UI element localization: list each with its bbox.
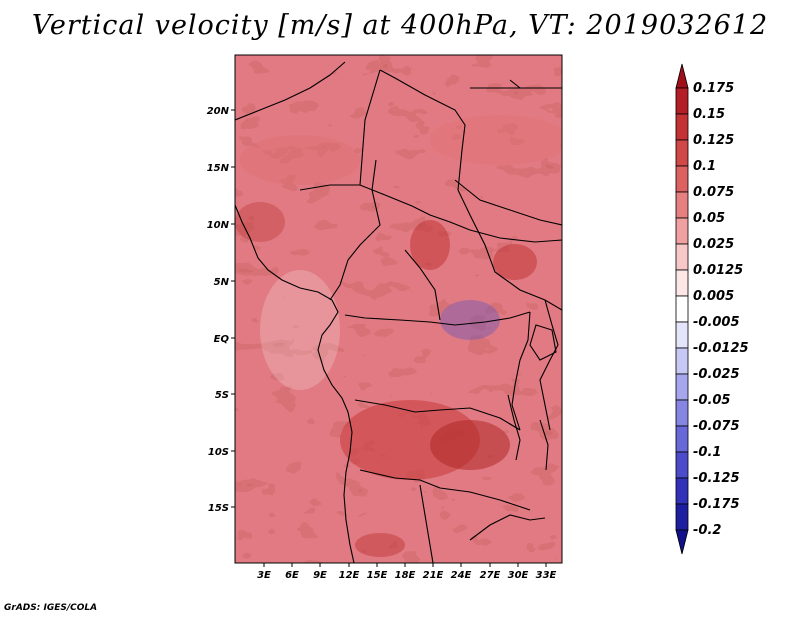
colorbar-label: 0.175 <box>693 81 734 96</box>
chart-title: Vertical velocity [m/s] at 400hPa, VT: 2… <box>31 10 769 41</box>
colorbar-label: -0.1 <box>693 445 721 460</box>
lon-label: 30E <box>508 570 529 581</box>
colorbar-cell <box>675 295 689 323</box>
colorbar-cell <box>675 165 689 193</box>
lat-label: EQ <box>214 334 230 345</box>
longitude-axis: 3E 6E 9E 12E 15E 18E 21E 24E 27E 30E 33E <box>257 563 557 581</box>
colorbar-label: 0.05 <box>693 211 725 226</box>
colorbar-cell <box>675 425 689 453</box>
lon-label: 21E <box>423 570 444 581</box>
colorbar-label: 0.075 <box>693 185 734 200</box>
lat-label: 10S <box>208 447 229 458</box>
lon-label: 12E <box>339 570 360 581</box>
colorbar-label: -0.2 <box>693 523 721 538</box>
colorbar-label: -0.05 <box>693 393 730 408</box>
colorbar-label: 0.0125 <box>693 263 743 278</box>
colorbar-label: -0.125 <box>693 471 740 486</box>
colorbar-label: -0.0125 <box>693 341 749 356</box>
colorbar-label: -0.075 <box>693 419 740 434</box>
colorbar-cell <box>675 269 689 297</box>
lon-label: 24E <box>451 570 472 581</box>
colorbar-cell <box>675 87 689 115</box>
colorbar-cell <box>675 217 689 245</box>
colorbar-label: 0.1 <box>693 159 716 174</box>
colorbar-cell <box>675 503 689 531</box>
lat-label: 15S <box>208 503 229 514</box>
colorbar-label: 0.005 <box>693 289 734 304</box>
map-frame <box>234 54 563 564</box>
lon-label: 15E <box>367 570 388 581</box>
colorbar-cell <box>675 113 689 141</box>
lon-label: 27E <box>480 570 501 581</box>
lat-label: 5S <box>215 390 229 401</box>
colorbar-cell <box>675 373 689 401</box>
lon-label: 18E <box>395 570 416 581</box>
colorbar-label: -0.025 <box>693 367 740 382</box>
colorbar-cell <box>675 399 689 427</box>
colorbar-cell <box>675 321 689 349</box>
coastlines <box>235 61 562 563</box>
colorbar-cell <box>675 243 689 271</box>
lon-label: 9E <box>313 570 327 581</box>
colorbar <box>675 63 689 555</box>
colorbar-label: -0.005 <box>693 315 740 330</box>
colorbar-cell <box>675 347 689 375</box>
colorbar-labels: 0.175 0.15 0.125 0.1 0.075 0.05 0.025 0.… <box>693 81 749 538</box>
colorbar-cell <box>675 477 689 505</box>
latitude-axis: 20N 15N 10N 5N EQ 5S 10S 15S <box>207 106 235 514</box>
lat-label: 15N <box>207 163 230 174</box>
colorbar-cell <box>675 139 689 167</box>
velocity-field <box>235 55 562 563</box>
lon-label: 33E <box>536 570 557 581</box>
colorbar-label: 0.125 <box>693 133 734 148</box>
lat-label: 5N <box>214 277 230 288</box>
colorbar-cell <box>675 451 689 479</box>
colorbar-cell <box>675 191 689 219</box>
lat-label: 20N <box>207 106 230 117</box>
colorbar-label: 0.15 <box>693 107 725 122</box>
lat-label: 10N <box>207 220 230 231</box>
colorbar-label: -0.175 <box>693 497 740 512</box>
grads-credit: GrADS: IGES/COLA <box>4 603 98 613</box>
lon-label: 3E <box>257 570 271 581</box>
colorbar-label: 0.025 <box>693 237 734 252</box>
colorbar-cap-bottom <box>675 529 689 555</box>
colorbar-cap-top <box>675 63 689 89</box>
lon-label: 6E <box>285 570 299 581</box>
